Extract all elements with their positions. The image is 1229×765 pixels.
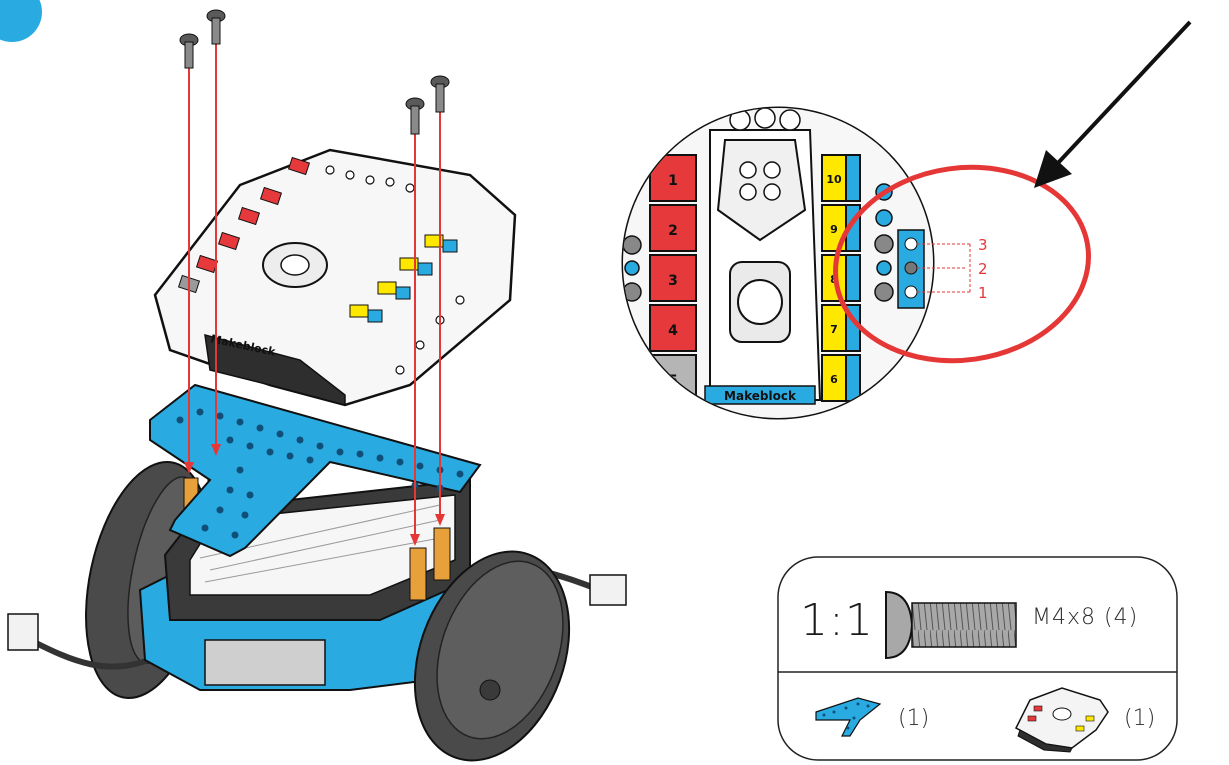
detail-port-label: 2 xyxy=(668,223,678,239)
screw-icon xyxy=(885,590,1017,660)
slot-markers xyxy=(917,243,971,293)
parts-legend xyxy=(777,556,1178,761)
slot-label-1: 1 xyxy=(978,284,988,302)
right-cable-connector xyxy=(589,574,627,606)
slot-label-3: 3 xyxy=(978,236,988,254)
left-cable-connector xyxy=(7,613,39,651)
detail-port-label: 9 xyxy=(830,223,838,236)
detail-brand: Makeblock xyxy=(724,389,797,403)
legend-ratio: 1:1 xyxy=(800,595,874,646)
step-badge xyxy=(0,0,42,42)
detail-port-label: 1 xyxy=(668,173,678,189)
mainboard-ports-left xyxy=(177,156,311,294)
highlight-ellipse xyxy=(833,164,1091,364)
detail-right-ports: 10 9 8 7 6 xyxy=(821,154,861,402)
screw-icon xyxy=(430,75,450,526)
mainboard-ports-right xyxy=(349,234,458,323)
detail-port-label: 10 xyxy=(826,173,842,186)
mainboard: Makeblock xyxy=(153,148,517,407)
screws xyxy=(179,9,450,546)
detail-port-label: 3 xyxy=(668,273,678,289)
detail-port-label: 7 xyxy=(830,323,838,336)
left-cable xyxy=(28,637,162,670)
t-plate xyxy=(149,383,482,558)
slot-label-2: 2 xyxy=(978,260,988,278)
main-assembly: Makeblock xyxy=(7,9,627,762)
pointer-arrow-icon xyxy=(1034,20,1192,188)
right-wheel xyxy=(413,550,571,762)
screw-icon xyxy=(179,33,199,474)
legend-plate-qty: (1) xyxy=(898,706,930,731)
detail-port-label: 6 xyxy=(830,373,838,386)
legend-board-qty: (1) xyxy=(1124,706,1156,731)
screw-icon xyxy=(405,97,425,546)
detail-left-ports: 1 2 3 4 5 xyxy=(649,154,697,402)
screw-icon xyxy=(206,9,226,456)
t-plate-icon xyxy=(815,697,882,737)
legend-screw-label: M4x8 (4) xyxy=(1032,605,1139,630)
detail-port-label: 4 xyxy=(668,323,678,339)
mainboard-icon xyxy=(1015,687,1109,753)
detail-magnifier: 1 2 3 4 5 Makeblock xyxy=(621,106,988,420)
